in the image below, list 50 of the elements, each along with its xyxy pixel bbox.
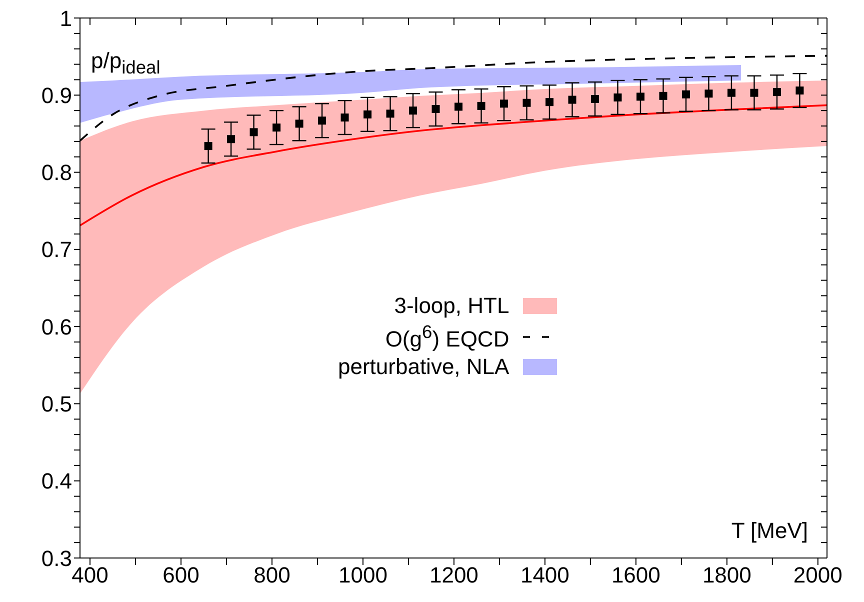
line-series xyxy=(80,104,827,226)
y-tick-label: 0.7 xyxy=(41,237,72,262)
y-tick-label: 0.8 xyxy=(41,160,72,186)
legend-label: 3-loop, HTL xyxy=(394,293,510,319)
point xyxy=(432,105,440,114)
point xyxy=(318,116,326,125)
point xyxy=(704,90,713,98)
point xyxy=(682,90,690,98)
point xyxy=(477,102,486,110)
point xyxy=(750,88,758,97)
point xyxy=(522,98,531,107)
point xyxy=(204,142,212,150)
point xyxy=(250,128,258,136)
x-tick-label: 2000 xyxy=(793,562,842,588)
point xyxy=(659,92,668,100)
x-tick-label: 1800 xyxy=(702,562,752,588)
x-tick-label: 1600 xyxy=(611,562,660,588)
x-tick-label: 400 xyxy=(72,562,108,588)
point xyxy=(545,98,554,106)
point xyxy=(340,114,349,122)
point xyxy=(772,88,781,96)
point xyxy=(364,110,372,118)
x-tick-label: 1400 xyxy=(520,562,570,588)
point xyxy=(636,92,644,101)
y-tick-label: 0.5 xyxy=(41,392,72,417)
point xyxy=(227,135,236,144)
legend-label: perturbative, NLA xyxy=(338,354,510,380)
y-tick-label: 0.4 xyxy=(41,468,72,494)
x-tick-label: 800 xyxy=(254,562,290,588)
x-tick-label: 1000 xyxy=(338,562,388,588)
point xyxy=(796,86,804,95)
y-tick-label: 0.6 xyxy=(41,314,72,340)
y-tick-label: 0.3 xyxy=(41,546,72,571)
legend-label: O(g$^{6}$) EQCD xyxy=(385,321,510,352)
point xyxy=(272,124,281,132)
point xyxy=(590,95,599,103)
y-tick-label: 0.9 xyxy=(41,82,72,108)
point xyxy=(568,96,576,104)
y-axis-title: p/p$_{ideal}$ xyxy=(91,48,160,78)
point xyxy=(295,120,304,128)
y-tick-label: 1 xyxy=(60,6,72,31)
point xyxy=(409,106,418,115)
point xyxy=(614,93,622,102)
x-axis-title: T [MeV] xyxy=(731,518,808,543)
point xyxy=(500,100,508,108)
point xyxy=(386,110,394,118)
point xyxy=(727,88,736,97)
point xyxy=(454,102,463,111)
x-tick-label: 1200 xyxy=(429,562,478,588)
x-tick-label: 600 xyxy=(162,562,200,588)
